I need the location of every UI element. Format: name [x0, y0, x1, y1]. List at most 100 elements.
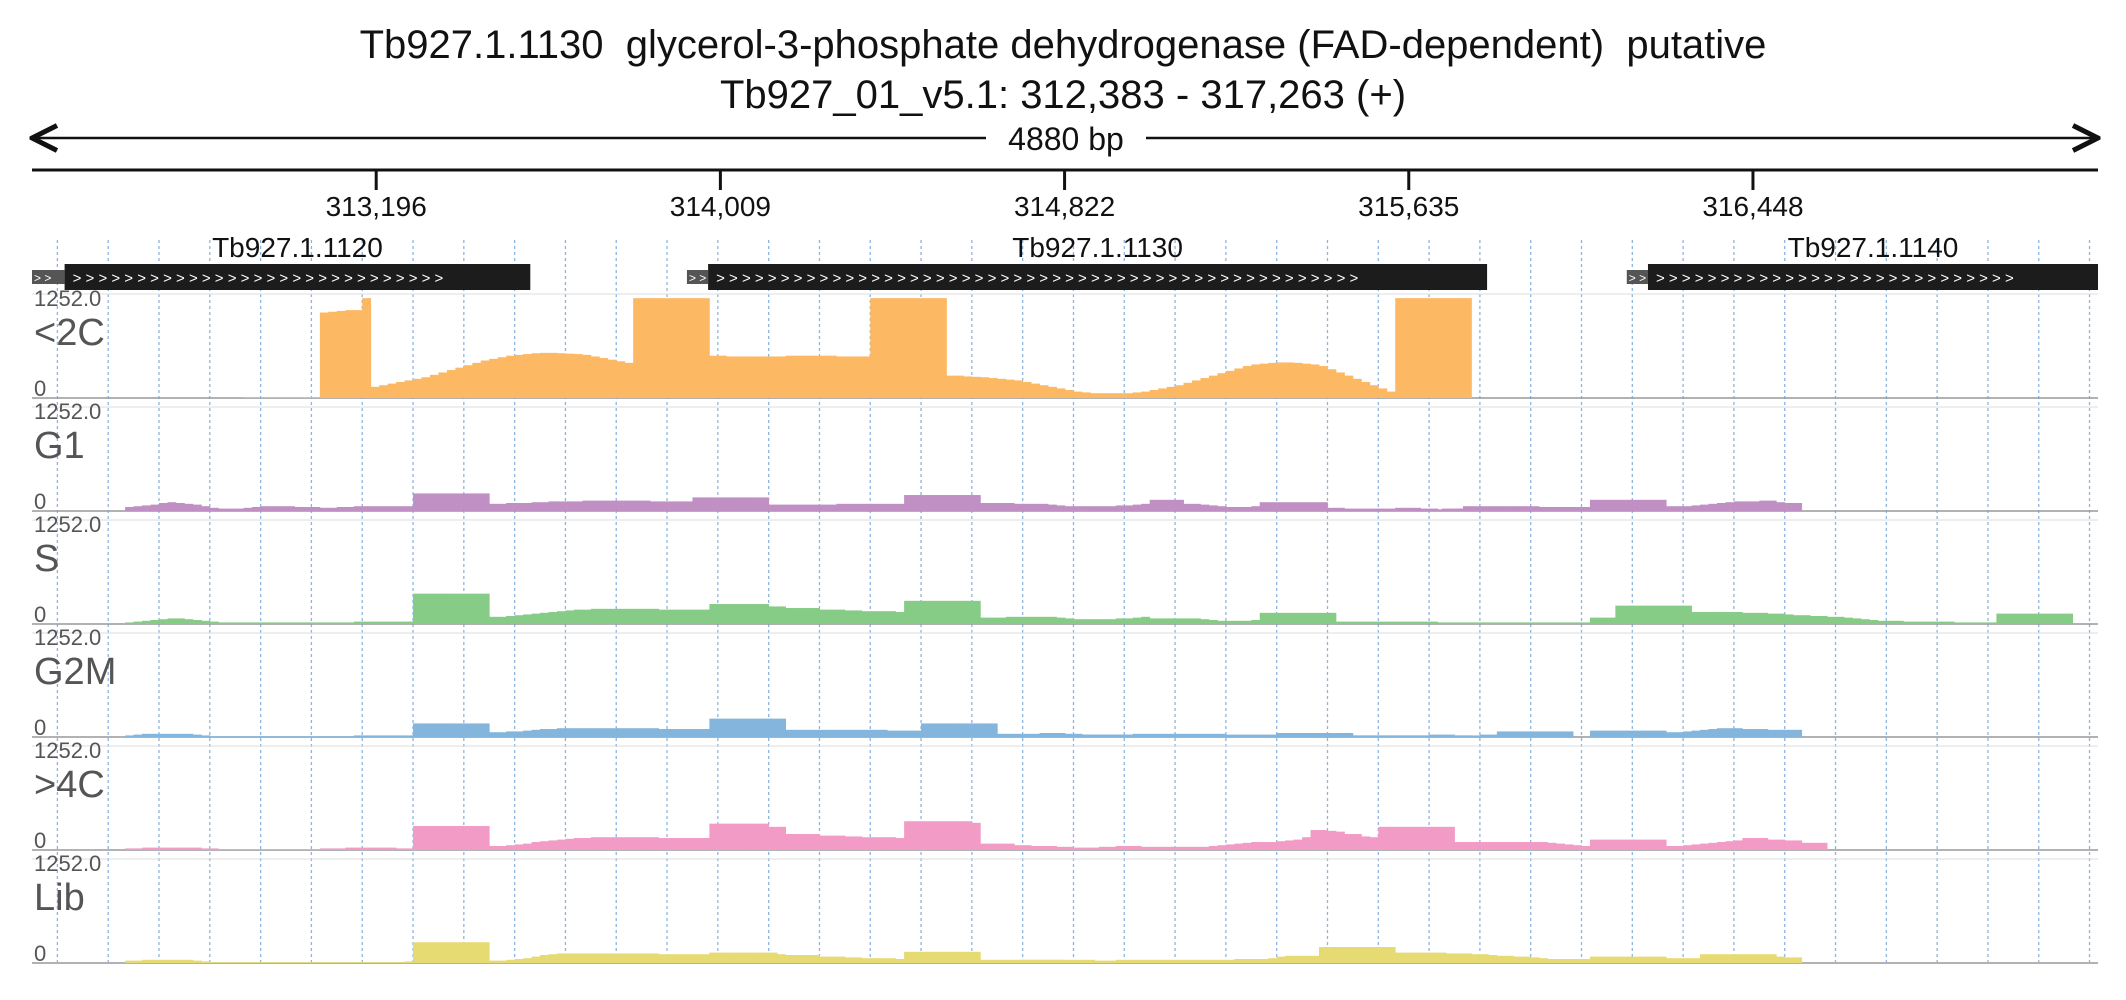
coverage-bar	[379, 962, 389, 963]
coverage-bar	[1589, 617, 1599, 624]
coverage-bar	[1505, 734, 1515, 737]
coverage-bar	[489, 846, 499, 850]
coverage-bar	[1475, 508, 1485, 511]
coverage-bar	[1471, 622, 1481, 624]
axis-tick-label: 314,009	[670, 191, 771, 222]
coverage-bar	[396, 382, 405, 398]
coverage-bar	[1352, 621, 1362, 624]
coverage-bar	[150, 504, 160, 511]
coverage-bar	[1314, 508, 1324, 511]
coverage-bar	[1052, 734, 1062, 737]
coverage-bar	[2064, 613, 2073, 624]
coverage-bar	[582, 500, 592, 511]
coverage-bar	[1293, 733, 1303, 737]
gene-feature[interactable]: > > > > > > > > > > > > > > > > > > > > >…	[32, 232, 531, 290]
coverage-bar	[1606, 730, 1616, 737]
coverage-bar	[1365, 961, 1375, 963]
coverage-bar	[582, 354, 592, 398]
coverage-bar	[616, 953, 626, 963]
coverage-bar	[1716, 620, 1726, 624]
coverage-bar	[1543, 959, 1553, 963]
coverage-bar	[1031, 383, 1040, 398]
coverage-bar	[1065, 618, 1074, 624]
coverage-bar	[472, 493, 482, 511]
coverage-bar	[396, 506, 405, 511]
coverage-bar	[1733, 501, 1743, 511]
coverage-bar	[777, 954, 786, 963]
coverage-bar	[455, 723, 465, 737]
coverage-bar	[370, 962, 380, 963]
coverage-bar	[336, 736, 346, 737]
coverage-bar	[1107, 393, 1117, 398]
coverage-bar	[980, 503, 990, 511]
coverage-bar	[658, 954, 668, 963]
coverage-bar	[853, 503, 863, 511]
coverage-bar	[226, 962, 236, 963]
gene-feature[interactable]: > > > > > > > > > > > > > > > > > > > > >…	[1626, 232, 2098, 290]
coverage-bar	[1289, 961, 1299, 963]
coverage-bar	[209, 621, 219, 624]
coverage-bar	[1683, 506, 1692, 511]
coverage-bar	[1111, 962, 1121, 963]
coverage-bar	[1556, 622, 1565, 624]
coverage-bar	[667, 298, 676, 398]
coverage-bar	[1208, 620, 1218, 624]
coverage-track: 1252.0S 0	[32, 512, 2098, 627]
coverage-bar	[1348, 509, 1358, 511]
coverage-bar	[523, 614, 532, 624]
coverage-bar	[1589, 956, 1599, 963]
coverage-bar	[1556, 731, 1565, 737]
coverage-bar	[1623, 839, 1633, 850]
coverage-bar	[1589, 730, 1599, 737]
coverage-bar	[379, 385, 389, 398]
coverage-bar	[1128, 509, 1138, 511]
coverage-bar	[472, 942, 482, 963]
coverage-bar	[429, 493, 439, 511]
coverage-bar	[1128, 734, 1138, 737]
coverage-bar	[857, 509, 867, 511]
coverage-bar	[1175, 385, 1184, 398]
coverage-bar	[1335, 733, 1345, 737]
coverage-bar	[1589, 499, 1599, 511]
coverage-bar	[1090, 393, 1100, 398]
coverage-bar	[760, 356, 770, 398]
coverage-bar	[1331, 509, 1341, 511]
coverage-bar	[565, 353, 575, 398]
coverage-bar	[497, 616, 507, 624]
coverage-bar	[1547, 622, 1557, 624]
coverage-bar	[336, 507, 346, 511]
coverage-bar	[1014, 845, 1024, 850]
coverage-bar	[429, 826, 439, 850]
coverage-bar	[1784, 503, 1794, 511]
coverage-bar	[1310, 955, 1320, 963]
coverage-bar	[294, 622, 304, 624]
coverage-bar	[1759, 620, 1769, 624]
coverage-bar	[1335, 735, 1345, 737]
coverage-bar	[1043, 959, 1053, 963]
coverage-bar	[387, 847, 397, 850]
coverage-bar	[1263, 509, 1273, 511]
coverage-bar	[353, 506, 363, 511]
coverage-bar	[1200, 504, 1210, 511]
coverage-bar	[379, 847, 389, 850]
coverage-bar	[1183, 382, 1193, 398]
coverage-bar	[1733, 840, 1743, 850]
coverage-bar	[1509, 960, 1519, 963]
coverage-bar	[286, 622, 295, 624]
coverage-bar	[353, 621, 363, 624]
coverage-bar	[963, 723, 973, 737]
coverage-bar	[523, 843, 532, 850]
coverage-bar	[1251, 959, 1261, 963]
coverage-bar	[777, 356, 786, 398]
coverage-bar	[446, 593, 456, 624]
coverage-bar	[387, 962, 397, 963]
coverage-bar	[1073, 619, 1083, 624]
coverage-bar	[921, 951, 930, 963]
coverage-bar	[463, 723, 473, 737]
coverage-bar	[1115, 618, 1125, 624]
coverage-bar	[794, 504, 803, 511]
coverage-bar	[1272, 961, 1282, 963]
coverage-bar	[1632, 499, 1642, 511]
coverage-bar	[1225, 507, 1235, 511]
gene-feature[interactable]: > > > > > > > > > > > > > > > > > > > > >…	[686, 232, 1488, 290]
